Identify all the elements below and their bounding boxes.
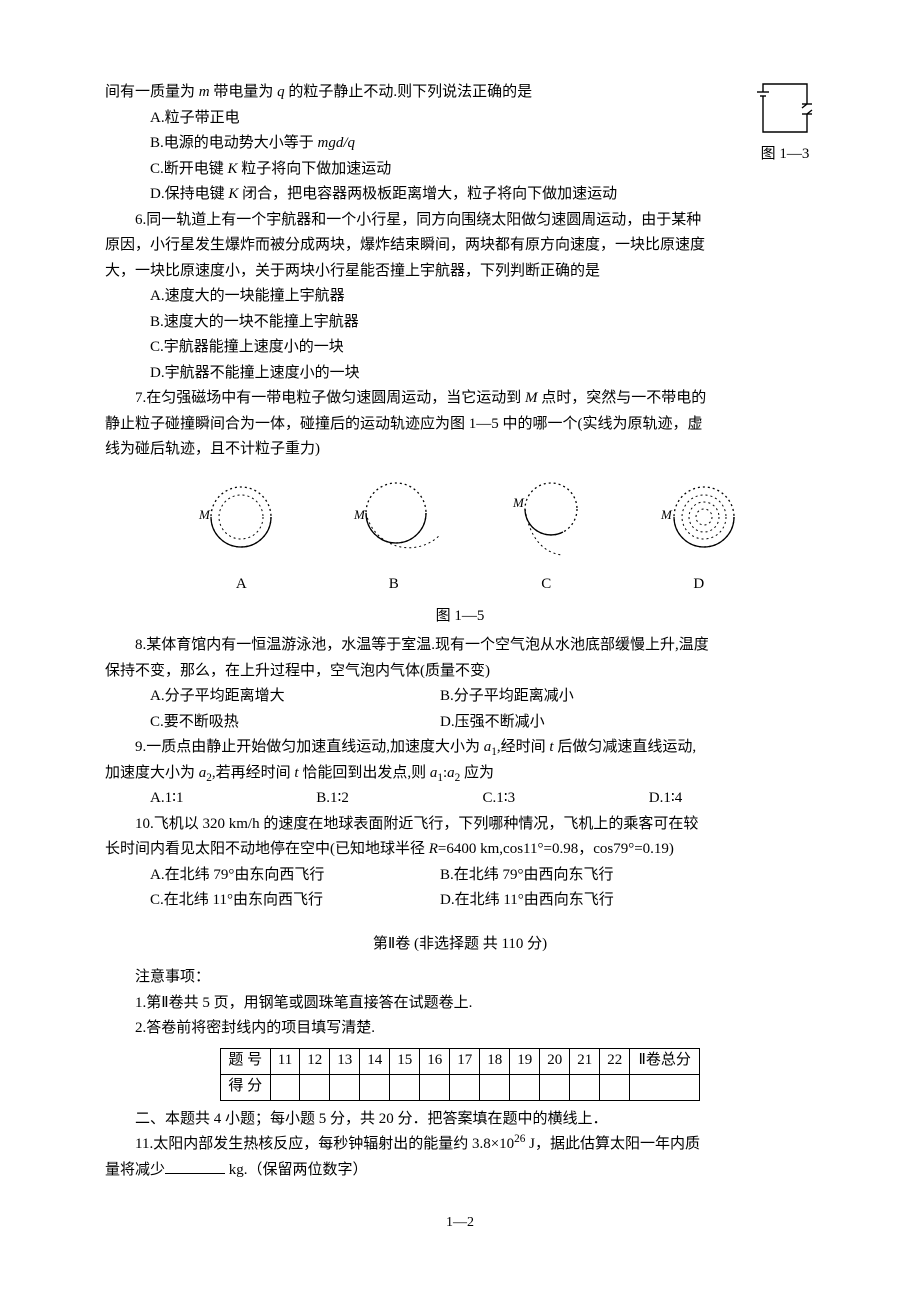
- diagram-d: M D: [649, 477, 749, 598]
- svg-text:M: M: [660, 507, 673, 522]
- section2-heading: 二、本题共 4 小题；每小题 5 分，共 20 分．把答案填在题中的横线上．: [105, 1107, 815, 1133]
- q6-opt-c: C.宇航器能撞上速度小的一块: [105, 335, 815, 361]
- svg-text:M: M: [512, 495, 525, 510]
- q9-opt-a: A.1∶1: [150, 786, 316, 812]
- q8-opt-d: D.压强不断减小: [440, 710, 545, 736]
- q10-stem-2: 长时间内看见太阳不动地停在空中(已知地球半径 R=6400 km,cos11°=…: [105, 837, 815, 863]
- svg-text:M: M: [198, 507, 211, 522]
- diagram-c: M C: [496, 477, 596, 598]
- table-row-score: 得 分: [220, 1074, 699, 1100]
- table-col-21: 21: [570, 1048, 600, 1074]
- q6-opt-b: B.速度大的一块不能撞上宇航器: [105, 310, 815, 336]
- table-col-11: 11: [270, 1048, 299, 1074]
- q8-stem-1: 8.某体育馆内有一恒温游泳池，水温等于室温.现有一个空气泡从水池底部缓慢上升,温…: [105, 633, 815, 659]
- q10-opt-d: D.在北纬 11°由西向东飞行: [440, 888, 614, 914]
- table-label-qnum: 题 号: [220, 1048, 270, 1074]
- q5-opt-d: D.保持电键 K 闭合，把电容器两极板距离增大，粒子将向下做加速运动: [105, 182, 815, 208]
- diagram-b: M B: [344, 477, 444, 598]
- q8-stem-2: 保持不变，那么，在上升过程中，空气泡内气体(质量不变): [105, 659, 815, 685]
- q6-opt-d: D.宇航器不能撞上速度小的一块: [105, 361, 815, 387]
- q8-opt-a: A.分子平均距离增大: [150, 684, 440, 710]
- svg-text:M: M: [353, 507, 366, 522]
- figure-1-3: 图 1—3: [755, 80, 815, 168]
- q6-opt-a: A.速度大的一块能撞上宇航器: [105, 284, 815, 310]
- table-row-header: 题 号 11 12 13 14 15 16 17 18 19 20 21 22 …: [220, 1048, 699, 1074]
- part2-note1: 1.第Ⅱ卷共 5 页，用钢笔或圆珠笔直接答在试题卷上.: [105, 991, 815, 1017]
- q8-opt-b: B.分子平均距离减小: [440, 684, 574, 710]
- table-col-17: 17: [450, 1048, 480, 1074]
- diagram-a-label: A: [191, 572, 291, 598]
- q5-stem: 间有一质量为 m 带电量为 q 的粒子静止不动.则下列说法正确的是: [105, 80, 815, 106]
- q9-opt-c: C.1∶3: [483, 786, 649, 812]
- diagram-b-label: B: [344, 572, 444, 598]
- q11-line1: 11.太阳内部发生热核反应，每秒钟辐射出的能量约 3.8×1026 J，据此估算…: [105, 1132, 815, 1158]
- q10-stem-1: 10.飞机以 320 km/h 的速度在地球表面附近飞行，下列哪种情况，飞机上的…: [105, 812, 815, 838]
- q10-opts-cd: C.在北纬 11°由东向西飞行 D.在北纬 11°由西向东飞行: [105, 888, 815, 914]
- diagram-c-label: C: [496, 572, 596, 598]
- table-col-20: 20: [540, 1048, 570, 1074]
- q10-opt-b: B.在北纬 79°由西向东飞行: [440, 863, 614, 889]
- blank-input[interactable]: [165, 1159, 225, 1174]
- table-label-score: 得 分: [220, 1074, 270, 1100]
- q9-opts: A.1∶1 B.1∶2 C.1∶3 D.1∶4: [105, 786, 815, 812]
- q6-stem-2: 原因，小行星发生爆炸而被分成两块，爆炸结束瞬间，两块都有原方向速度，一块比原速度: [105, 233, 815, 259]
- q6-stem-3: 大，一块比原速度小，关于两块小行星能否撞上宇航器，下列判断正确的是: [105, 259, 815, 285]
- q10-opt-c: C.在北纬 11°由东向西飞行: [150, 888, 440, 914]
- table-col-13: 13: [330, 1048, 360, 1074]
- table-col-15: 15: [390, 1048, 420, 1074]
- table-col-total: Ⅱ卷总分: [630, 1048, 700, 1074]
- answer-table: 题 号 11 12 13 14 15 16 17 18 19 20 21 22 …: [220, 1048, 700, 1101]
- q8-opts-cd: C.要不断吸热 D.压强不断减小: [105, 710, 815, 736]
- q5-stem-text: 间有一质量为 m 带电量为 q 的粒子静止不动.则下列说法正确的是: [105, 84, 532, 100]
- q7-stem-3: 线为碰后轨迹，且不计粒子重力): [105, 437, 815, 463]
- q7-diagrams: M A M B M C M D: [165, 477, 775, 598]
- q9-opt-d: D.1∶4: [649, 786, 815, 812]
- q5-opt-a: A.粒子带正电: [105, 106, 815, 132]
- part2-note2: 2.答卷前将密封线内的项目填写清楚.: [105, 1016, 815, 1042]
- table-col-19: 19: [510, 1048, 540, 1074]
- diagram-d-label: D: [649, 572, 749, 598]
- q8-opts-ab: A.分子平均距离增大 B.分子平均距离减小: [105, 684, 815, 710]
- part2-notice: 注意事项：: [105, 965, 815, 991]
- q8-opt-c: C.要不断吸热: [150, 710, 440, 736]
- page-footer: 1—2: [105, 1211, 815, 1235]
- q9-stem-2: 加速度大小为 a2,若再经时间 t 恰能回到出发点,则 a1:a2 应为: [105, 761, 815, 787]
- figure-1-3-caption: 图 1—3: [755, 142, 815, 168]
- table-col-22: 22: [600, 1048, 630, 1074]
- circuit-icon: [755, 80, 815, 138]
- figure-1-5-caption: 图 1—5: [105, 604, 815, 630]
- diagram-a: M A: [191, 477, 291, 598]
- table-col-12: 12: [300, 1048, 330, 1074]
- q5-opt-b: B.电源的电动势大小等于 mgd/q: [105, 131, 815, 157]
- part2-title: 第Ⅱ卷 (非选择题 共 110 分): [105, 932, 815, 958]
- table-col-18: 18: [480, 1048, 510, 1074]
- q5-opt-c: C.断开电键 K 粒子将向下做加速运动: [105, 157, 815, 183]
- q11-line2: 量将减少 kg.（保留两位数字）: [105, 1158, 815, 1184]
- q10-opts-ab: A.在北纬 79°由东向西飞行 B.在北纬 79°由西向东飞行: [105, 863, 815, 889]
- table-col-16: 16: [420, 1048, 450, 1074]
- q9-stem-1: 9.一质点由静止开始做匀加速直线运动,加速度大小为 a1,经时间 t 后做匀减速…: [105, 735, 815, 761]
- q9-opt-b: B.1∶2: [316, 786, 482, 812]
- q10-opt-a: A.在北纬 79°由东向西飞行: [150, 863, 440, 889]
- q7-stem-2: 静止粒子碰撞瞬间合为一体，碰撞后的运动轨迹应为图 1—5 中的哪一个(实线为原轨…: [105, 412, 815, 438]
- table-col-14: 14: [360, 1048, 390, 1074]
- q6-stem-1: 6.同一轨道上有一个宇航器和一个小行星，同方向围绕太阳做匀速圆周运动，由于某种: [105, 208, 815, 234]
- q7-stem-1: 7.在匀强磁场中有一带电粒子做匀速圆周运动，当它运动到 M 点时，突然与一不带电…: [105, 386, 815, 412]
